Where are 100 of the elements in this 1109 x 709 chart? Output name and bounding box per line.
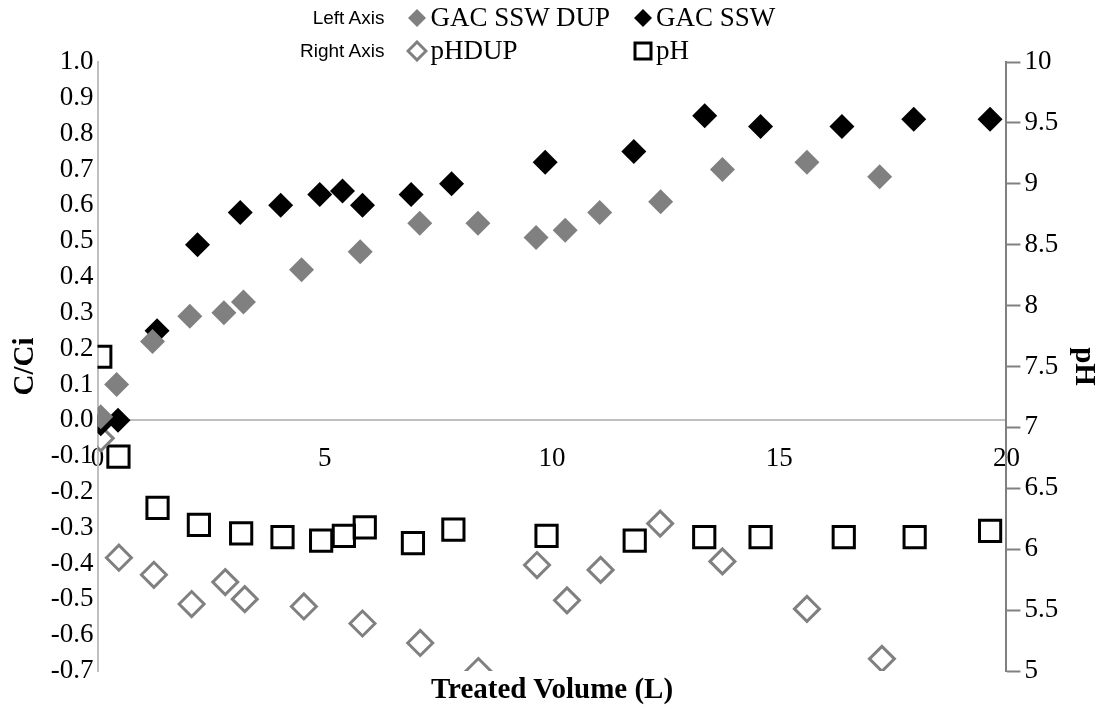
point	[534, 523, 559, 548]
y2-tick-label: 6	[1024, 532, 1038, 563]
y2-tick-label: 7	[1024, 410, 1038, 441]
y-tick-label: 0.4	[59, 260, 95, 291]
point	[465, 210, 491, 236]
x-axis-title: Treated Volume (L)	[430, 671, 674, 705]
text: Right Axis	[300, 39, 385, 62]
point	[211, 300, 237, 326]
y-tick-label: -0.4	[50, 546, 95, 577]
point	[229, 521, 254, 546]
y2-axis-title: pH	[1070, 347, 1103, 387]
point	[406, 628, 435, 657]
point	[748, 113, 774, 139]
legend-label: GAC SSW DUP	[430, 2, 611, 33]
y2-tick-label: 7.5	[1024, 349, 1059, 380]
y-tick-label: 0.2	[59, 331, 94, 362]
point	[352, 515, 377, 540]
point	[831, 524, 856, 550]
x-tick-label: 20	[992, 441, 1020, 472]
point	[270, 524, 295, 550]
y-tick-label: -0.5	[50, 582, 94, 613]
point	[349, 192, 375, 218]
point	[622, 528, 647, 553]
point	[587, 199, 613, 225]
y-axis-title: C/Ci	[6, 337, 39, 396]
y2-tick-label: 9	[1024, 166, 1038, 197]
point	[977, 106, 1003, 132]
point	[748, 524, 773, 550]
y-tick-label: 0.3	[59, 295, 94, 326]
y2-tick-label: 6.5	[1024, 471, 1059, 502]
point	[329, 178, 355, 204]
point	[648, 189, 674, 215]
point	[692, 524, 717, 550]
point	[692, 103, 718, 129]
y-tick-label: 1.0	[59, 45, 94, 76]
point	[186, 512, 211, 537]
y-tick-label: -0.7	[50, 654, 94, 685]
point	[794, 149, 820, 175]
point	[586, 555, 615, 584]
point	[523, 225, 549, 251]
point	[289, 592, 318, 621]
point	[268, 192, 294, 218]
point	[867, 644, 896, 671]
point	[145, 495, 170, 520]
point	[104, 543, 133, 572]
point	[331, 523, 356, 548]
point	[708, 547, 737, 576]
point	[441, 517, 466, 542]
point	[104, 371, 130, 397]
point	[829, 113, 855, 139]
point	[552, 217, 578, 243]
point	[177, 303, 203, 329]
point	[439, 171, 465, 197]
point	[140, 328, 166, 354]
point	[307, 182, 333, 208]
y-tick-label: -0.6	[50, 618, 94, 649]
y-tick-label: 0.1	[59, 367, 94, 398]
y-tick-label: 0.5	[59, 224, 94, 255]
point	[977, 518, 1003, 544]
legend-label: GAC SSW	[656, 2, 776, 33]
point	[289, 257, 315, 283]
point	[177, 590, 206, 619]
point	[230, 585, 259, 614]
y2-tick-label: 5.5	[1024, 593, 1059, 624]
y2-tick-label: 8	[1024, 288, 1038, 319]
y2-tick-label: 5	[1024, 654, 1038, 685]
y2-tick-label: 9.5	[1024, 105, 1059, 136]
point	[792, 594, 821, 623]
point	[398, 182, 424, 208]
point	[407, 210, 433, 236]
x-tick-label: 5	[318, 441, 332, 472]
point	[532, 149, 558, 175]
x-tick-label: 15	[765, 441, 793, 472]
point	[902, 524, 927, 550]
point	[185, 232, 211, 258]
y-tick-label: 0.7	[59, 152, 94, 183]
y-tick-label: -0.2	[50, 474, 94, 505]
legend-label: pHDUP	[430, 35, 518, 66]
point	[523, 551, 551, 580]
point	[901, 106, 927, 132]
y-tick-label: 0.6	[59, 188, 94, 219]
point	[106, 444, 131, 469]
y2-tick-label: 10	[1024, 45, 1052, 76]
y-tick-label: 0.0	[59, 403, 94, 434]
point	[646, 509, 675, 538]
point	[309, 528, 334, 553]
point	[709, 156, 735, 182]
text: Left Axis	[311, 6, 385, 29]
point	[227, 199, 253, 225]
point	[348, 609, 377, 638]
legend-label: pH	[656, 35, 690, 66]
point	[552, 586, 581, 615]
point	[867, 164, 893, 190]
point	[621, 139, 647, 165]
point	[139, 560, 168, 589]
y-tick-label: 0.9	[59, 80, 94, 111]
point	[230, 289, 256, 315]
y2-tick-label: 8.5	[1024, 227, 1059, 258]
y-tick-label: -0.3	[50, 510, 94, 541]
x-tick-label: 10	[538, 441, 566, 472]
